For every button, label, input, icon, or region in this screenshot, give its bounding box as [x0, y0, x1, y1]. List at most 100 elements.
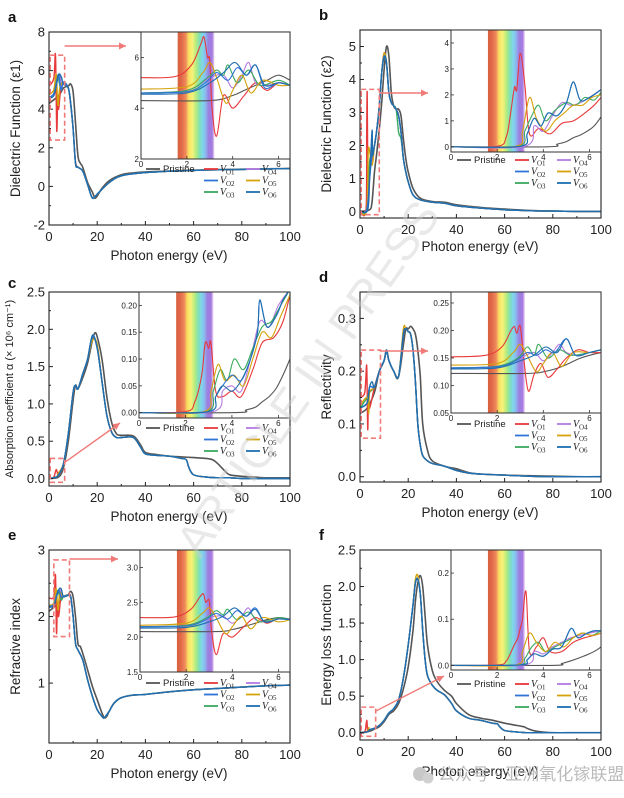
y-tick-label: 1.5 [338, 616, 356, 631]
inset-x-tick-label: 6 [587, 153, 592, 162]
zoom-arrow [380, 347, 428, 355]
inset-y-tick-label: 0.0 [438, 661, 450, 670]
x-tick-label: 20 [90, 229, 104, 244]
y-tick-label: 0 [38, 179, 45, 194]
panel-a-xlabel: Photon energy (eV) [110, 248, 227, 263]
zoom-region-box [53, 559, 71, 638]
inset-x-tick-label: 6 [587, 671, 592, 680]
legend-label-subscript: O2 [537, 171, 546, 179]
inset-y-tick-label: 4 [135, 104, 140, 113]
legend-label: Pristine [163, 423, 195, 434]
arrow-head-icon [112, 423, 120, 430]
inset-frame [450, 549, 602, 671]
y-tick-label: 4 [38, 102, 45, 117]
panel-e-xlabel: Photon energy (eV) [110, 766, 227, 781]
legend-item-v-o1: V O1 [204, 423, 235, 436]
legend-item-v-o2: V O2 [515, 167, 546, 179]
inset-x-tick-label: 0 [449, 153, 454, 162]
legend-label: V [220, 187, 228, 198]
legend-item-v-o6: V O6 [557, 442, 588, 455]
inset-x-tick-label: 0 [137, 419, 142, 428]
y-tick-label: 2 [38, 609, 45, 624]
legend-item-v-o1: V O1 [204, 678, 235, 691]
legend-label-subscript: O3 [226, 706, 235, 714]
legend-label-subscript: O3 [537, 183, 546, 191]
visible-spectrum-band [487, 30, 525, 152]
footer-source: 公众号 · 亚洲氧化镓联盟 [413, 765, 624, 785]
y-tick-label: 2.0 [27, 322, 45, 337]
zoom-arrow [69, 555, 118, 563]
zoom-arrow [379, 89, 428, 97]
y-tick-label: 0.1 [338, 416, 356, 431]
panel-a-letter: a [8, 9, 17, 26]
panel-c-ylabel: Absorption coefficient α (× 10⁶ cm⁻¹) [4, 300, 16, 478]
inset-y-tick-label: 0.10 [433, 382, 449, 391]
series-line-v-o6 [49, 334, 290, 480]
legend-label: V [573, 167, 581, 178]
legend-label: V [573, 679, 581, 690]
inset-series-line-pristine [451, 646, 601, 667]
legend-item-v-o4: V O4 [557, 155, 588, 168]
inset-y-tick-label: 0.25 [433, 299, 449, 308]
inset-y-tick-label: 2 [445, 91, 450, 100]
panel-e-legend: Pristine V O1V O2V O3V O4V O5V O6 [146, 678, 277, 714]
inset-frame [140, 31, 291, 160]
inset-x-tick-label: 2 [495, 153, 500, 162]
y-tick-label: 1.5 [27, 359, 45, 374]
panel-c-inset: 0 2 4 6 0.00 0.05 0.10 0.15 0.20 [121, 291, 291, 428]
x-tick-label: 0 [356, 744, 363, 759]
visible-spectrum-band [487, 550, 525, 670]
x-tick-label: 80 [546, 222, 560, 237]
inset-x-tick-label: 2 [495, 414, 500, 423]
panel-f-legend: Pristine V O1V O2V O3V O4V O5V O6 [457, 679, 588, 715]
zoom-region-box [360, 349, 382, 439]
panel-d-inset: 0 2 4 6 0.05 0.10 0.15 0.20 0.25 [433, 291, 602, 423]
visible-spectrum-band [176, 550, 214, 672]
y-tick-label: 2.0 [338, 579, 356, 594]
x-tick-label: 100 [590, 222, 612, 237]
legend-label: V [573, 702, 581, 713]
x-tick-label: 0 [356, 222, 363, 237]
inset-y-tick-label: 2.5 [127, 598, 139, 607]
inset-y-tick-label: 0.20 [121, 301, 137, 310]
panel-a-ylabel: Dielectric Function (ε1) [8, 60, 23, 197]
legend-item-v-o3: V O3 [515, 702, 546, 715]
legend-item-v-o6: V O6 [557, 702, 588, 715]
legend-label-subscript: O3 [537, 447, 546, 455]
legend-label: V [573, 442, 581, 453]
legend-item-v-o3: V O3 [204, 187, 235, 200]
arrow-head-icon [436, 676, 444, 683]
inset-y-tick-label: 0.15 [121, 328, 137, 337]
x-tick-label: 40 [449, 744, 463, 759]
y-tick-label: 5 [349, 39, 356, 54]
inset-x-tick-label: 2 [495, 671, 500, 680]
inset-series-line-v-o2 [141, 64, 290, 94]
inset-series-line-v-o6 [140, 607, 290, 629]
legend-item-pristine: Pristine [146, 678, 195, 689]
zoom-region-box [49, 457, 66, 484]
x-tick-label: 60 [186, 490, 200, 505]
legend-label: V [531, 178, 539, 189]
inset-x-tick-label: 4 [541, 671, 546, 680]
legend-label-subscript: O1 [226, 428, 235, 436]
y-tick-label: 0.0 [338, 469, 356, 484]
legend-label: V [262, 678, 270, 689]
y-tick-label: 0 [349, 204, 356, 219]
legend-item-v-o5: V O5 [557, 431, 588, 443]
inset-y-tick-label: 0.15 [433, 354, 449, 363]
legend-label: V [262, 423, 270, 434]
legend-label: V [262, 187, 270, 198]
inset-y-tick-label: 4 [445, 39, 450, 48]
inset-y-tick-label: 2 [135, 155, 140, 164]
inset-background [141, 32, 290, 159]
inset-frame [450, 291, 602, 414]
legend-item-pristine: Pristine [457, 679, 506, 690]
panel-b-letter: b [319, 7, 328, 24]
legend-label: V [531, 431, 539, 442]
inset-series-line-v-o6 [141, 61, 290, 95]
y-tick-label: 2.5 [338, 543, 356, 558]
inset-series-line-v-o6 [451, 627, 601, 666]
